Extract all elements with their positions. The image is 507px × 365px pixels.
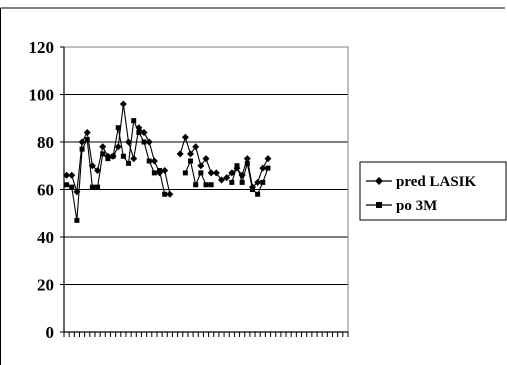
data-point-square	[229, 179, 235, 185]
data-point-square	[84, 137, 90, 143]
y-tick-label-100: 100	[29, 86, 55, 105]
legend-marker-square	[376, 202, 382, 208]
data-point-diamond	[130, 155, 138, 163]
data-point-square	[244, 160, 250, 166]
data-point-square	[234, 163, 240, 169]
data-point-diamond	[197, 162, 205, 170]
data-point-diamond	[125, 138, 133, 146]
data-point-diamond	[119, 100, 127, 108]
y-tick-label-120: 120	[29, 38, 55, 57]
data-point-square	[74, 217, 80, 223]
data-point-diamond	[63, 171, 71, 179]
legend: pred LASIK po 3M	[359, 161, 507, 221]
data-point-square	[126, 160, 132, 166]
data-point-diamond	[259, 164, 267, 172]
legend-entry-pred-lasik: pred LASIK	[366, 174, 476, 190]
data-point-diamond	[187, 150, 195, 158]
data-point-square	[151, 170, 157, 176]
data-point-square	[136, 130, 142, 135]
data-point-square	[131, 118, 137, 124]
data-point-square	[64, 182, 70, 188]
data-point-square	[79, 146, 85, 152]
data-point-square	[198, 170, 204, 176]
y-tick-label-20: 20	[37, 276, 54, 295]
data-point-diamond	[212, 169, 220, 177]
y-tick-label-80: 80	[37, 133, 54, 152]
data-point-diamond	[99, 143, 107, 151]
data-point-square	[249, 187, 255, 192]
data-point-diamond	[68, 171, 76, 179]
legend-box	[359, 161, 507, 221]
data-point-square	[141, 139, 147, 145]
data-point-square	[95, 184, 101, 190]
data-point-diamond	[161, 167, 169, 174]
data-point-square	[188, 158, 194, 164]
data-point-square	[146, 158, 152, 164]
y-tick-label-60: 60	[37, 181, 54, 200]
data-point-diamond	[217, 176, 225, 184]
data-point-diamond	[83, 129, 91, 136]
data-point-diamond	[181, 133, 189, 141]
y-tick-label-0: 0	[46, 323, 55, 342]
data-point-square	[255, 191, 261, 197]
legend-label-pred-lasik: pred LASIK	[396, 174, 476, 190]
data-point-diamond	[264, 155, 272, 163]
data-point-square	[157, 168, 163, 173]
data-point-square	[265, 165, 271, 171]
data-point-square	[100, 151, 106, 157]
data-point-diamond	[192, 143, 200, 151]
data-point-diamond	[114, 143, 122, 151]
data-point-square	[110, 153, 116, 159]
data-point-diamond	[94, 167, 102, 174]
data-point-diamond	[150, 157, 158, 165]
data-point-square	[89, 184, 95, 190]
y-tick-label-40: 40	[37, 228, 54, 247]
y-axis-tick-labels: 0 20 40 60 80 100 120	[29, 38, 64, 342]
data-point-square	[162, 191, 168, 197]
data-point-diamond	[223, 174, 231, 182]
legend-label-po-3m: po 3M	[396, 198, 437, 214]
data-point-square	[208, 182, 214, 188]
data-point-diamond	[243, 155, 251, 163]
data-point-diamond	[78, 138, 86, 146]
data-point-diamond	[166, 190, 174, 198]
series-1	[64, 118, 271, 223]
data-point-square	[69, 184, 75, 190]
data-point-diamond	[145, 138, 153, 146]
data-point-square	[120, 153, 126, 159]
data-point-square	[115, 125, 121, 131]
data-point-diamond	[254, 178, 262, 186]
data-point-square	[105, 156, 111, 162]
x-axis-ticks	[63, 47, 349, 337]
data-point-diamond	[228, 169, 236, 177]
data-point-diamond	[176, 150, 184, 158]
data-point-square	[239, 179, 245, 185]
data-point-diamond	[207, 169, 215, 177]
data-point-diamond	[140, 129, 148, 136]
data-point-diamond	[202, 155, 210, 163]
legend-marker-diamond	[375, 177, 383, 185]
series-layer	[63, 100, 272, 223]
data-point-square	[260, 179, 266, 185]
legend-entry-po-3m: po 3M	[366, 198, 437, 214]
data-point-square	[193, 182, 199, 188]
data-point-square	[182, 170, 188, 176]
data-point-square	[203, 182, 209, 188]
